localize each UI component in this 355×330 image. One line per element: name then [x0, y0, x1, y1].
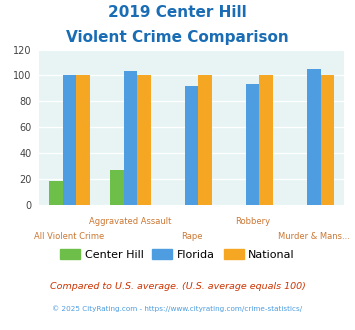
- Text: Murder & Mans...: Murder & Mans...: [278, 232, 350, 241]
- Bar: [185, 86, 198, 205]
- Text: Robbery: Robbery: [235, 217, 270, 226]
- Bar: [76, 75, 90, 205]
- Bar: [246, 84, 260, 205]
- Bar: [124, 72, 137, 205]
- Bar: [49, 181, 63, 205]
- Text: Rape: Rape: [181, 232, 202, 241]
- Bar: [198, 75, 212, 205]
- Bar: [321, 75, 334, 205]
- Text: 2019 Center Hill: 2019 Center Hill: [108, 5, 247, 20]
- Text: Violent Crime Comparison: Violent Crime Comparison: [66, 30, 289, 45]
- Bar: [260, 75, 273, 205]
- Text: © 2025 CityRating.com - https://www.cityrating.com/crime-statistics/: © 2025 CityRating.com - https://www.city…: [53, 305, 302, 312]
- Bar: [63, 75, 76, 205]
- Legend: Center Hill, Florida, National: Center Hill, Florida, National: [56, 245, 299, 264]
- Bar: [137, 75, 151, 205]
- Text: Compared to U.S. average. (U.S. average equals 100): Compared to U.S. average. (U.S. average …: [50, 282, 305, 291]
- Text: All Violent Crime: All Violent Crime: [34, 232, 105, 241]
- Text: Aggravated Assault: Aggravated Assault: [89, 217, 172, 226]
- Bar: [307, 69, 321, 205]
- Bar: [110, 170, 124, 205]
